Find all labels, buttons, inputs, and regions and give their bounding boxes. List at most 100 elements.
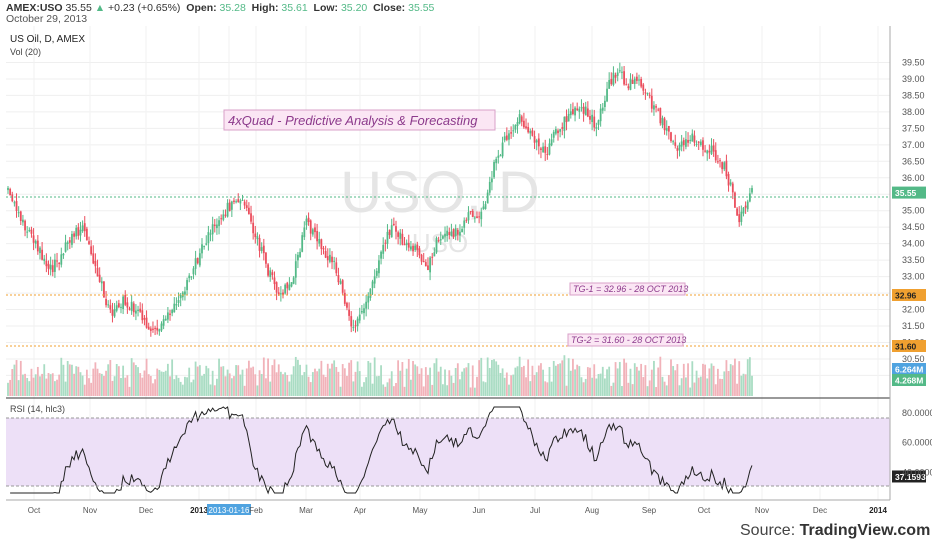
volume-bar bbox=[177, 377, 180, 396]
price-axis[interactable]: 39.50 39.00 38.50 38.00 37.50 37.00 36.50 36.00… bbox=[892, 57, 926, 483]
volume-bar bbox=[258, 370, 261, 396]
candle-body bbox=[335, 262, 338, 274]
price-tick: 39.50 bbox=[902, 57, 925, 67]
volume-bar bbox=[279, 371, 282, 396]
candle-body bbox=[484, 204, 487, 210]
volume-bar bbox=[247, 360, 250, 396]
volume-bar bbox=[540, 363, 542, 396]
candle-body bbox=[674, 142, 677, 146]
volume-bar bbox=[22, 374, 24, 396]
volume-bar bbox=[81, 375, 84, 396]
candle-body bbox=[147, 326, 150, 330]
x-tick: Oct bbox=[28, 506, 41, 515]
volume-bar bbox=[64, 381, 67, 396]
candle-body bbox=[384, 242, 387, 244]
candle-body bbox=[459, 231, 461, 236]
candle-body bbox=[667, 126, 670, 132]
candle-body bbox=[661, 117, 664, 126]
candle-body bbox=[471, 210, 474, 217]
volume-bar bbox=[431, 384, 434, 396]
candle-body bbox=[378, 260, 380, 274]
candle-body bbox=[145, 317, 148, 328]
volume-bar bbox=[450, 375, 453, 396]
volume-bar bbox=[113, 376, 116, 396]
candle-body bbox=[320, 239, 323, 249]
candle-body bbox=[26, 231, 29, 233]
candle-body bbox=[454, 228, 457, 237]
candle-body bbox=[365, 301, 368, 309]
volume-bar bbox=[143, 370, 146, 396]
candle-body bbox=[299, 251, 301, 258]
volume-bar bbox=[503, 377, 506, 396]
candle-body bbox=[279, 293, 282, 295]
candle-body bbox=[448, 232, 451, 236]
volume-bar bbox=[164, 370, 167, 396]
volume-bar bbox=[179, 381, 182, 396]
volume-bar bbox=[107, 364, 110, 396]
volume-bar bbox=[158, 369, 161, 396]
volume-bar bbox=[672, 366, 675, 396]
time-axis[interactable]: Oct Nov Dec 2013 2013-01-16 Feb Mar Apr May Jun Ju… bbox=[28, 504, 888, 515]
volume-bar bbox=[203, 373, 206, 396]
candle-body bbox=[115, 305, 118, 311]
volume-bar bbox=[395, 382, 397, 396]
volume-bar bbox=[211, 370, 214, 396]
candle-body bbox=[608, 80, 611, 89]
candle-body bbox=[531, 130, 534, 136]
symbol[interactable]: AMEX:USO bbox=[6, 2, 63, 14]
volume-bar bbox=[508, 384, 510, 396]
volume-bar bbox=[482, 381, 485, 396]
candle-body bbox=[412, 245, 414, 252]
candle-body bbox=[691, 133, 694, 142]
close-value: 35.55 bbox=[408, 2, 435, 14]
volume-bar bbox=[103, 375, 105, 396]
candle-body bbox=[265, 252, 267, 264]
candle-body bbox=[100, 281, 103, 284]
rsi-axis[interactable]: 80.0000 60.0000 40.0000 bbox=[902, 408, 932, 477]
candle-body bbox=[510, 132, 513, 134]
candle-body bbox=[226, 202, 229, 217]
close-label: Close: bbox=[373, 2, 406, 14]
candle-body bbox=[533, 136, 536, 143]
volume-bar bbox=[510, 375, 513, 396]
candle-body bbox=[79, 229, 82, 236]
candle-body bbox=[45, 260, 48, 267]
candle-body bbox=[322, 248, 325, 250]
volume-bar bbox=[731, 365, 734, 396]
volume-bar bbox=[98, 373, 101, 396]
candle-body bbox=[420, 254, 423, 262]
candle-body bbox=[606, 88, 608, 102]
volume-bar bbox=[655, 387, 657, 396]
volume-bar bbox=[284, 372, 287, 396]
volume-bar bbox=[574, 369, 576, 396]
volume-bar bbox=[262, 357, 265, 396]
candle-body bbox=[49, 264, 52, 270]
volume-bar bbox=[92, 368, 95, 396]
candle-body bbox=[537, 138, 540, 147]
candle-body bbox=[738, 214, 741, 223]
candle-body bbox=[388, 229, 391, 236]
candle-body bbox=[559, 129, 562, 132]
volume-bar bbox=[614, 362, 617, 396]
candle-body bbox=[316, 231, 319, 242]
candle-body bbox=[623, 71, 625, 85]
volume-bar bbox=[62, 364, 65, 396]
source-credit[interactable]: Source: TradingView.com bbox=[740, 522, 930, 540]
candle-body bbox=[209, 233, 212, 235]
candle-body bbox=[94, 260, 97, 267]
volume-bar bbox=[699, 376, 702, 396]
tg2-label: TG-2 = 31.60 - 28 OCT 2013 bbox=[571, 335, 686, 345]
volume-bar bbox=[141, 377, 144, 396]
candle-body bbox=[149, 328, 152, 331]
volume-bar bbox=[316, 371, 319, 396]
price-tick: 36.00 bbox=[902, 173, 925, 183]
volume-bar bbox=[642, 377, 645, 396]
volume-bar bbox=[597, 374, 600, 396]
candle-body bbox=[518, 114, 521, 124]
volume-bar bbox=[175, 375, 178, 396]
volume-bar bbox=[367, 361, 370, 396]
volume-bar bbox=[36, 366, 39, 396]
candle-body bbox=[83, 223, 86, 232]
candle-body bbox=[708, 150, 711, 153]
